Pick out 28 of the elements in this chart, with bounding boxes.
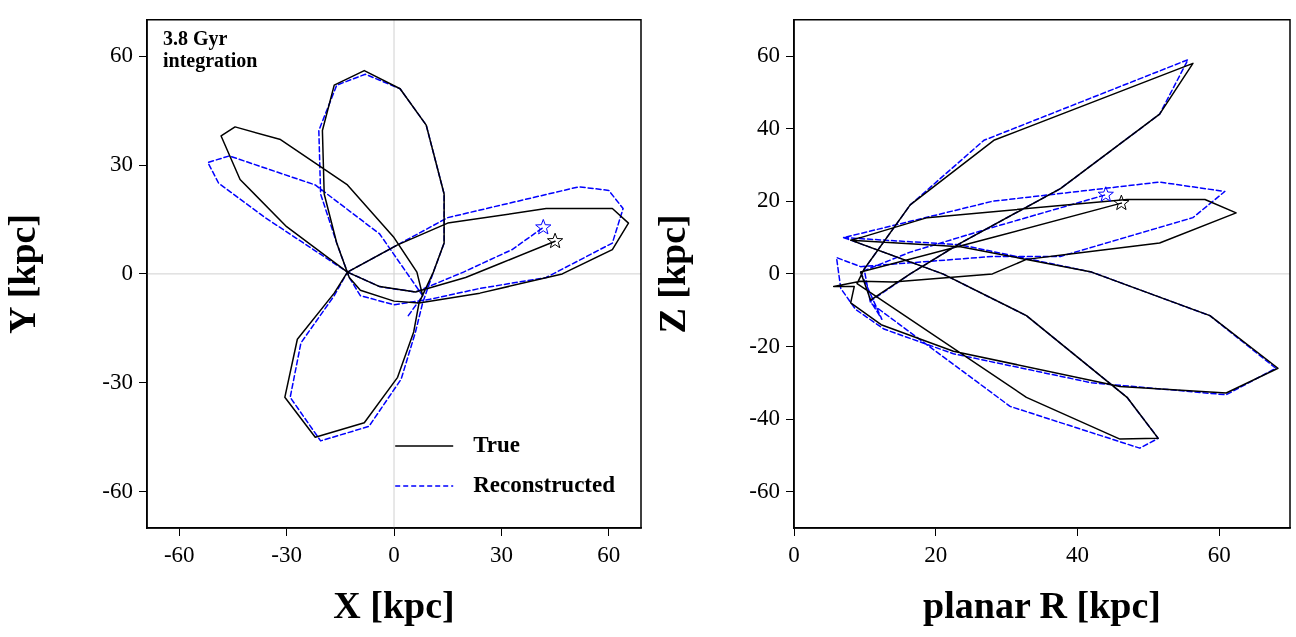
x-axis-title: planar R [kpc]: [923, 584, 1161, 627]
annotation: 3.8 Gyr integration: [163, 26, 258, 72]
y-tick-label: 0: [768, 259, 780, 285]
y-tick-label: 0: [121, 259, 133, 285]
legend-label: Reconstructed: [473, 471, 616, 497]
y-tick-label: -60: [749, 477, 780, 503]
x-tick-label: 20: [924, 541, 948, 567]
x-tick-label: 40: [1065, 541, 1089, 567]
x-tick-label: 60: [597, 541, 621, 567]
y-tick-label: -60: [102, 477, 133, 503]
y-tick-label: 40: [757, 114, 780, 140]
x-tick-label: 30: [489, 541, 513, 567]
y-tick-label: -20: [749, 332, 780, 358]
x-tick-label: 0: [788, 541, 800, 567]
y-axis-title: Y [kpc]: [0, 213, 43, 334]
legend-label: True: [473, 431, 521, 457]
x-tick-label: -30: [271, 541, 302, 567]
x-tick-label: -60: [163, 541, 195, 567]
x-tick-label: 0: [388, 541, 400, 567]
y-tick-label: -40: [749, 405, 780, 431]
y-tick-label: -30: [102, 368, 133, 394]
y-tick-label: 60: [110, 42, 133, 68]
x-tick-label: 60: [1207, 541, 1231, 567]
x-axis-title: X [kpc]: [333, 584, 455, 627]
y-axis-title: Z [kpc]: [650, 214, 693, 334]
y-tick-label: 30: [110, 151, 133, 177]
y-tick-label: 20: [757, 187, 780, 213]
y-tick-label: 60: [757, 42, 780, 68]
